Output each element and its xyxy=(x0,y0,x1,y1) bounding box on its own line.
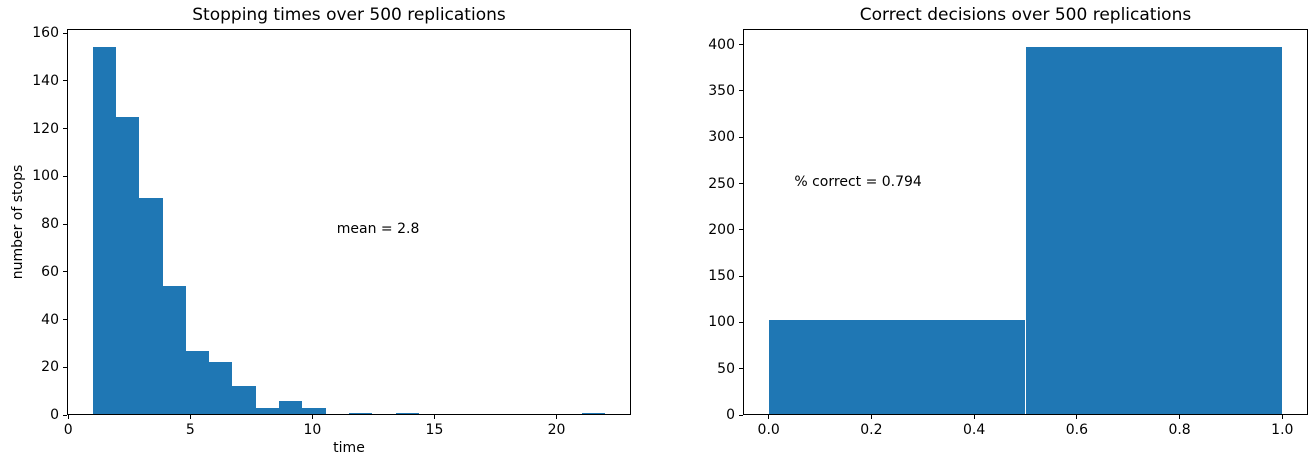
y-tick-mark xyxy=(739,183,743,184)
y-tick-mark xyxy=(63,271,67,273)
histogram-bar xyxy=(139,197,163,415)
y-tick-mark xyxy=(739,321,743,323)
x-tick-label: 0.6 xyxy=(1065,422,1088,438)
x-tick-label: 0.2 xyxy=(860,422,883,438)
y-tick-label: 150 xyxy=(708,268,735,285)
histogram-bar xyxy=(279,400,303,415)
y-tick-label: 40 xyxy=(41,311,59,328)
x-tick-label: 15 xyxy=(425,422,444,438)
y-tick-label: 140 xyxy=(32,72,59,89)
x-tick-label: 1.0 xyxy=(1271,422,1294,438)
histogram-bar xyxy=(349,412,373,415)
y-tick-mark xyxy=(63,319,67,320)
x-tick-mark xyxy=(768,415,770,419)
histogram-bar xyxy=(1025,47,1283,415)
x-tick-label: 0 xyxy=(63,422,73,438)
annotation-mean: mean = 2.8 xyxy=(336,220,420,237)
x-tick-mark xyxy=(1179,415,1181,419)
annotation-percent-correct: % correct = 0.794 xyxy=(794,173,922,190)
y-tick-label: 0 xyxy=(50,407,59,423)
x-tick-label: 10 xyxy=(303,422,322,438)
x-tick-mark xyxy=(1281,415,1283,419)
y-tick-label: 160 xyxy=(32,25,59,42)
y-tick-mark xyxy=(739,90,743,92)
x-tick-label: 5 xyxy=(185,422,195,438)
x-tick-mark xyxy=(433,415,435,419)
y-tick-mark xyxy=(63,223,67,225)
y-tick-label: 60 xyxy=(41,263,59,280)
y-tick-mark xyxy=(63,80,67,82)
x-tick-mark xyxy=(973,415,975,419)
ticks-layer: 0 5 10 15 20 0 20 40 60 80 100 120 140 160 xyxy=(32,25,631,438)
y-tick-mark xyxy=(739,414,743,416)
y-tick-mark xyxy=(739,44,743,46)
y-tick-label: 0 xyxy=(726,407,735,423)
histogram-bar xyxy=(582,412,606,415)
histogram-bar xyxy=(185,350,210,415)
x-tick-label: 20 xyxy=(547,422,566,438)
ticks-layer: 0.0 0.2 0.4 0.6 0.8 1.0 0 50 100 150 200 250 300 350 4… xyxy=(708,29,1308,438)
y-tick-mark xyxy=(63,366,67,368)
bars-layer xyxy=(743,29,1308,415)
x-tick-mark xyxy=(189,415,191,419)
y-tick-label: 350 xyxy=(708,82,735,99)
y-tick-mark xyxy=(739,275,743,277)
y-tick-label: 300 xyxy=(708,129,735,146)
y-tick-label: 100 xyxy=(708,314,735,331)
histogram-bar xyxy=(115,116,140,415)
x-tick-mark xyxy=(870,415,872,419)
y-tick-mark xyxy=(63,175,67,177)
y-tick-label: 80 xyxy=(41,216,59,233)
y-tick-label: 250 xyxy=(708,175,735,192)
y-tick-mark xyxy=(739,368,743,370)
chart-title: Correct decisions over 500 replications xyxy=(859,5,1192,25)
bars-layer xyxy=(67,29,631,415)
x-tick-label: 0.8 xyxy=(1168,422,1191,438)
x-axis-label: time xyxy=(333,440,365,456)
x-tick-mark xyxy=(311,415,313,419)
y-tick-mark xyxy=(739,136,743,138)
histogram-bar xyxy=(209,362,233,415)
histogram-bar xyxy=(232,386,256,415)
x-tick-label: 0.4 xyxy=(962,422,986,438)
histogram-bar xyxy=(768,319,1026,415)
histogram-bar xyxy=(92,47,116,415)
y-tick-label: 400 xyxy=(708,36,735,53)
histogram-bar xyxy=(302,407,326,415)
x-tick-mark xyxy=(556,415,558,419)
x-tick-label: 0.0 xyxy=(757,422,780,438)
subplot-correct-decisions: Correct decisions over 500 replications … xyxy=(708,5,1308,438)
histogram-bar xyxy=(395,412,419,415)
y-tick-mark xyxy=(63,32,67,34)
chart-title: Stopping times over 500 replications xyxy=(192,5,506,25)
y-tick-label: 120 xyxy=(32,120,59,137)
subplot-stopping-times: Stopping times over 500 replications 0 5 1… xyxy=(10,5,631,456)
histogram-bar xyxy=(162,286,186,415)
y-tick-label: 100 xyxy=(32,168,59,185)
y-tick-label: 200 xyxy=(708,221,735,238)
y-tick-label: 20 xyxy=(41,359,59,376)
histogram-bar xyxy=(255,407,280,415)
x-tick-mark xyxy=(1076,415,1078,419)
y-tick-label: 50 xyxy=(717,360,735,377)
x-tick-mark xyxy=(67,415,69,419)
y-tick-mark xyxy=(739,229,743,231)
y-tick-mark xyxy=(63,414,67,416)
y-tick-mark xyxy=(63,128,67,130)
